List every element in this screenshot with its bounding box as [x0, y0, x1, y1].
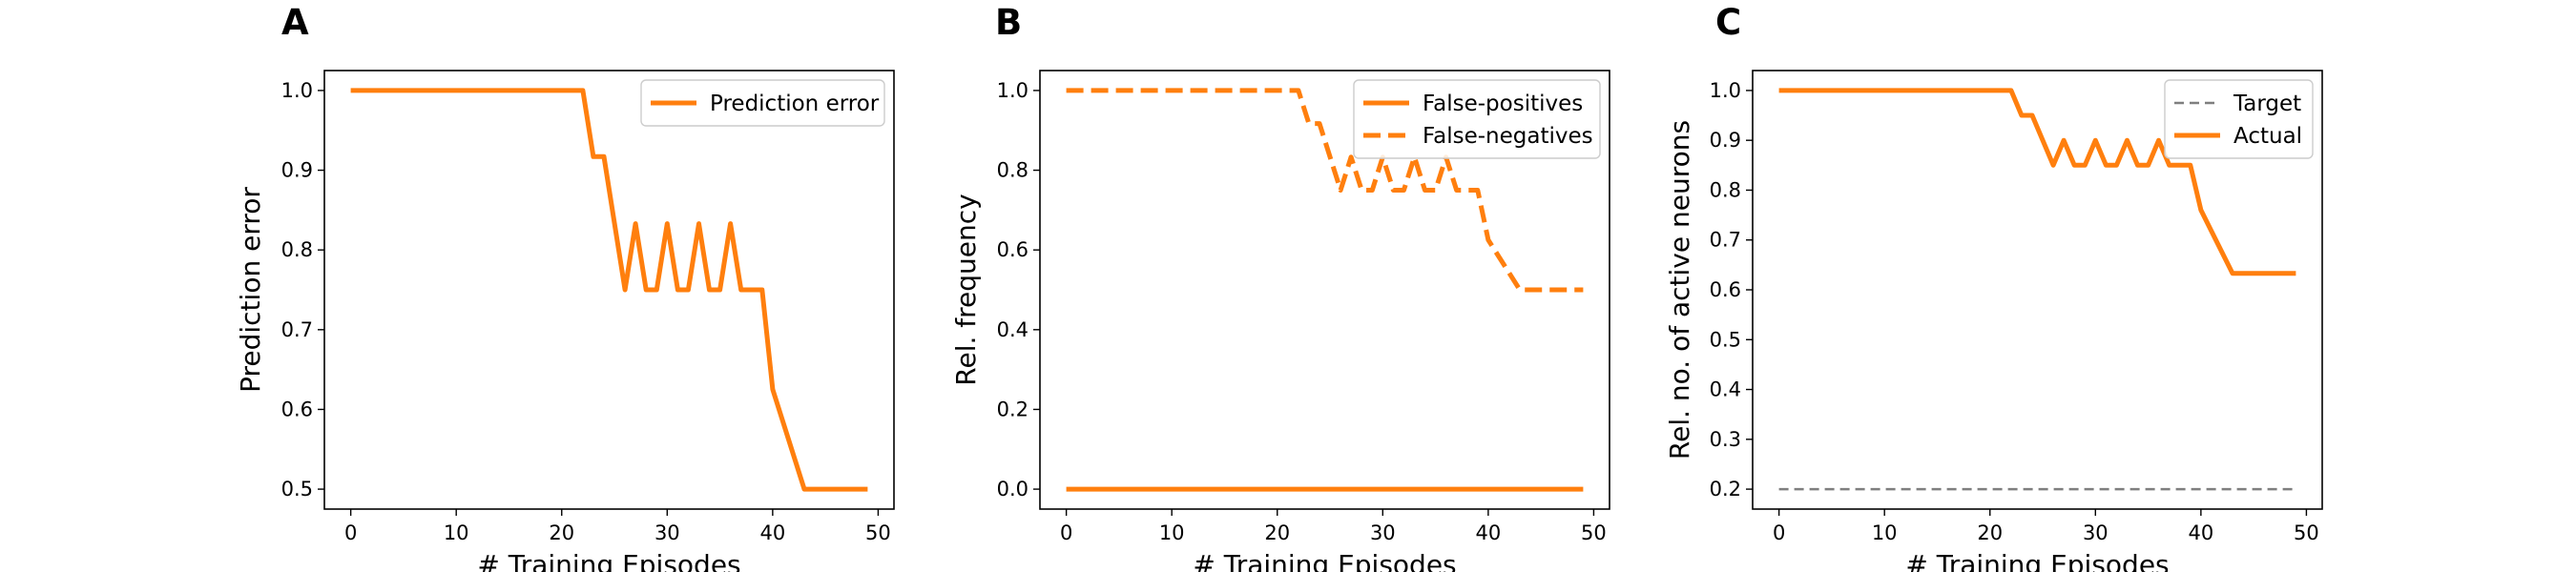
panel-a: A 0 10 20 30 40 50 0.5 0.6 0.7 0.8 0.9 1.0 # Training…	[235, 2, 895, 572]
legend-box	[640, 79, 885, 127]
series-line-1	[1066, 88, 1584, 293]
y-tick-label: 0.6	[1710, 278, 1741, 301]
x-tick-label: 10	[1159, 521, 1185, 544]
y-tick-label: 0.8	[281, 238, 313, 261]
y-tick-label: 0.8	[997, 159, 1028, 182]
y-axis-label: Rel. frequency	[950, 194, 982, 385]
y-axis-label: Prediction error	[235, 187, 266, 393]
panel-letter: C	[1715, 2, 1741, 43]
y-tick-label: 1.0	[1710, 79, 1741, 102]
legend-entry: False-negatives	[1423, 124, 1593, 149]
x-axis-label: # Training Episodes	[1193, 549, 1456, 572]
series-line-1	[1778, 88, 2296, 276]
x-tick-label: 40	[2188, 521, 2213, 544]
plot-frame	[1039, 70, 1610, 510]
y-tick-label: 0.9	[281, 159, 313, 182]
x-tick-label: 50	[1581, 521, 1607, 544]
x-tick-label: 40	[1475, 521, 1501, 544]
legend-box	[1353, 79, 1601, 159]
legend: Target Actual	[2164, 79, 2314, 159]
panel-letter: B	[995, 2, 1022, 43]
y-tick-label: 1.0	[281, 79, 313, 102]
y-tick-label: 0.4	[997, 318, 1028, 341]
x-tick-label: 0	[344, 521, 357, 544]
y-tick-label: 0.9	[1710, 129, 1741, 152]
y-tick-label: 0.5	[281, 478, 313, 500]
x-tick-label: 20	[549, 521, 574, 544]
x-tick-label: 40	[759, 521, 785, 544]
x-axis-label: # Training Episodes	[477, 549, 740, 572]
panel-b: B 0 10 20 30 40 50 0.0 0.2 0.4 0.6 0.8 1.0 # Training…	[950, 2, 1610, 572]
legend-entry: Target	[2233, 92, 2301, 116]
y-tick-label: 0.5	[1710, 328, 1741, 351]
x-tick-label: 10	[1872, 521, 1898, 544]
x-tick-label: 50	[865, 521, 891, 544]
y-tick-label: 0.8	[1710, 178, 1741, 201]
y-axis-label: Rel. no. of active neurons	[1664, 120, 1695, 460]
y-tick-label: 0.6	[997, 238, 1028, 261]
y-tick-label: 0.0	[997, 478, 1028, 500]
x-tick-label: 0	[1060, 521, 1072, 544]
x-tick-label: 30	[654, 521, 680, 544]
x-tick-label: 20	[1264, 521, 1290, 544]
y-tick-label: 0.6	[281, 398, 313, 420]
x-tick-label: 20	[1977, 521, 2003, 544]
x-tick-label: 10	[444, 521, 469, 544]
legend-entry: False-positives	[1423, 92, 1583, 116]
y-tick-label: 0.2	[1710, 478, 1741, 500]
legend-entry: Prediction error	[710, 92, 880, 116]
legend: Prediction error	[640, 79, 885, 127]
panel-letter: A	[281, 2, 309, 43]
x-tick-label: 30	[1370, 521, 1396, 544]
panel-c: C 0 10 20 30 40 50 0.2 0.3 0.4 0.5 0.6 0.7 0.8 0.9 1.0 #…	[1664, 2, 2323, 572]
y-tick-label: 0.4	[1710, 378, 1741, 401]
y-tick-label: 0.7	[281, 318, 313, 341]
y-tick-label: 1.0	[997, 79, 1028, 102]
y-tick-label: 0.2	[997, 398, 1028, 420]
legend-box	[2164, 79, 2314, 159]
series-line-0	[350, 88, 868, 492]
y-tick-label: 0.7	[1710, 229, 1741, 252]
x-tick-label: 0	[1773, 521, 1785, 544]
x-tick-label: 50	[2294, 521, 2319, 544]
legend: False-positives False-negatives	[1353, 79, 1601, 159]
plot-frame	[323, 70, 895, 510]
legend-entry: Actual	[2233, 124, 2302, 149]
y-tick-label: 0.3	[1710, 428, 1741, 451]
x-tick-label: 30	[2083, 521, 2109, 544]
x-axis-label: # Training Episodes	[1905, 549, 2169, 572]
